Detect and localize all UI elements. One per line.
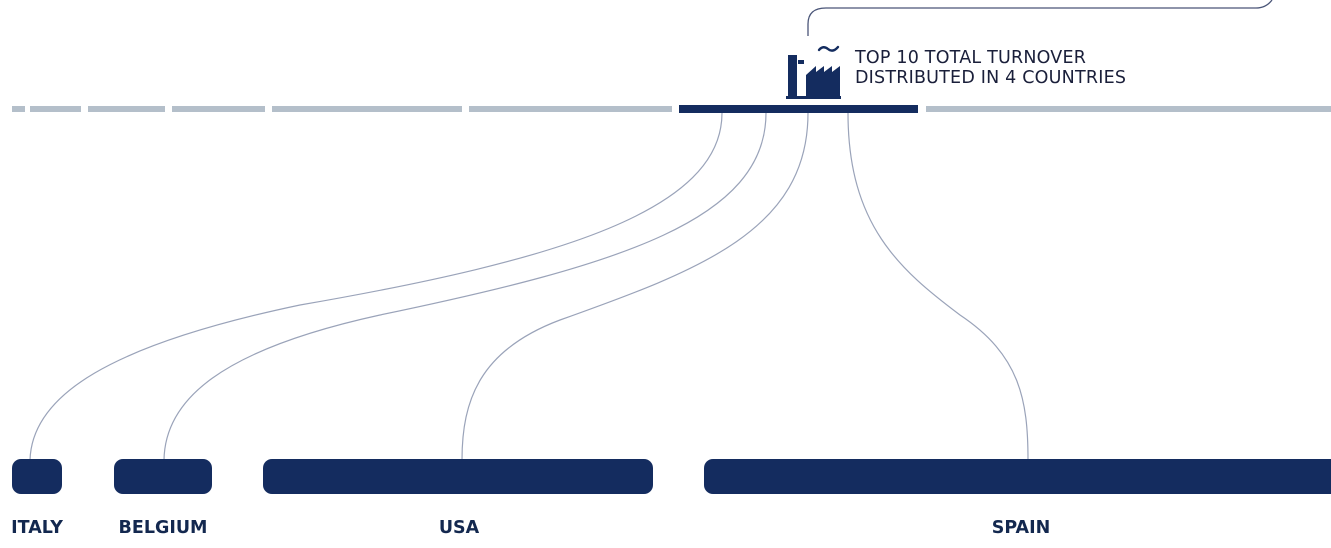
segment-bar-piece bbox=[272, 106, 462, 112]
top-bracket-line bbox=[807, 0, 1273, 36]
connector-belgium bbox=[163, 112, 767, 461]
segment-bar-highlight bbox=[679, 105, 918, 113]
connector-curves bbox=[29, 112, 1029, 461]
country-label-belgium: BELGIUM bbox=[118, 518, 208, 538]
factory-icon bbox=[786, 45, 841, 99]
header-line-2: DISTRIBUTED IN 4 COUNTRIES bbox=[855, 67, 1127, 88]
connector-italy bbox=[29, 112, 723, 461]
bar-italy bbox=[12, 459, 62, 494]
segment-bar-piece bbox=[12, 106, 25, 112]
segment-bar bbox=[12, 105, 1331, 113]
segment-bar-piece bbox=[172, 106, 265, 112]
country-label-italy: ITALY bbox=[11, 518, 63, 538]
bar-belgium bbox=[114, 459, 212, 494]
country-label-spain: SPAIN bbox=[991, 518, 1051, 538]
segment-bar-piece bbox=[30, 106, 81, 112]
bar-spain bbox=[704, 459, 1331, 494]
header-caption: TOP 10 TOTAL TURNOVER DISTRIBUTED IN 4 C… bbox=[855, 48, 1127, 88]
segment-bar-piece bbox=[88, 106, 165, 112]
header-line-1: TOP 10 TOTAL TURNOVER bbox=[855, 48, 1087, 68]
bar-usa bbox=[263, 459, 653, 494]
segment-bar-piece bbox=[469, 106, 672, 112]
connector-spain bbox=[847, 112, 1029, 461]
country-label-usa: USA bbox=[438, 518, 480, 538]
country-bars bbox=[12, 459, 1331, 494]
connector-usa bbox=[461, 112, 809, 461]
segment-bar-piece bbox=[926, 106, 1331, 112]
